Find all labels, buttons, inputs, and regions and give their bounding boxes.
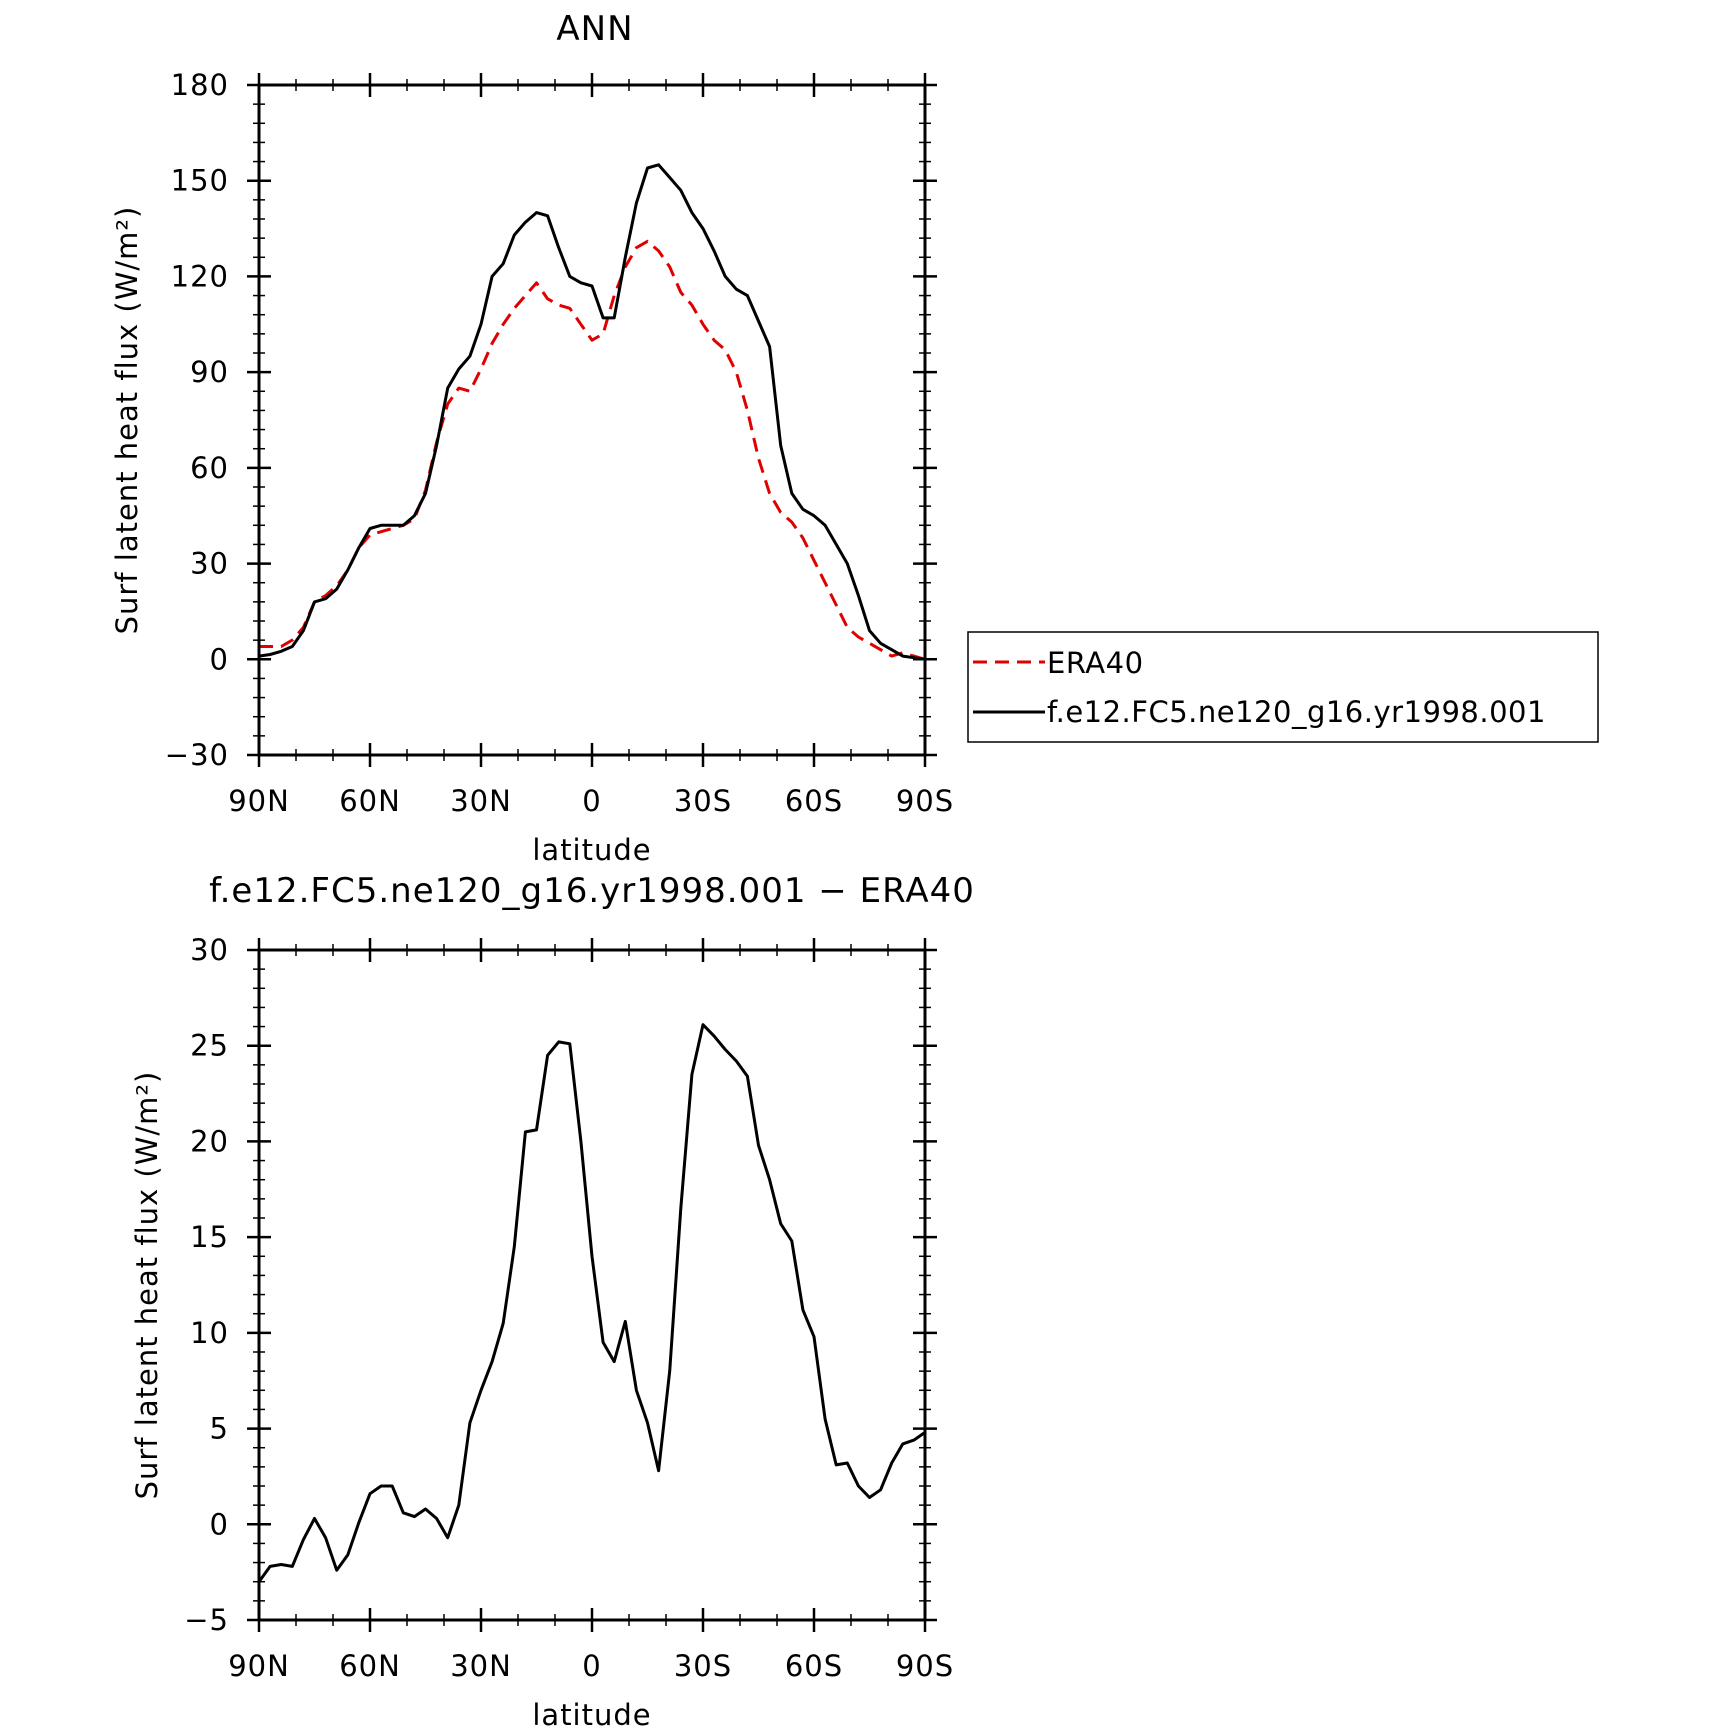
legend-label-model: f.e12.FC5.ne120_g16.yr1998.001 xyxy=(1047,695,1546,729)
bottom-y-tick-label: −5 xyxy=(184,1603,229,1637)
top-y-tick-label: 60 xyxy=(190,451,229,485)
top-x-tick-label: 90N xyxy=(228,784,290,818)
top-x-tick-label: 30N xyxy=(450,784,512,818)
top-y-tick-label: 30 xyxy=(190,547,229,581)
top-x-tick-label: 60S xyxy=(785,784,843,818)
top-x-tick-label: 0 xyxy=(582,784,601,818)
bottom-x-tick-label: 90S xyxy=(896,1649,954,1683)
bottom-x-tick-label: 0 xyxy=(582,1649,601,1683)
top-x-axis-title: latitude xyxy=(532,833,651,867)
top-y-axis-title: Surf latent heat flux (W/m²) xyxy=(110,206,144,635)
top-series-line-era40 xyxy=(259,239,926,661)
top-panel: ANN 90N 60N 30N 0 30S 60S 90S −30 0 30 60 90 120 150… xyxy=(110,9,954,867)
top-plot-frame xyxy=(257,83,927,757)
bottom-y-tick-label: 20 xyxy=(190,1124,229,1158)
bottom-x-tick-label: 30N xyxy=(450,1649,512,1683)
bottom-x-tick-label: 30S xyxy=(674,1649,732,1683)
top-y-tick-label: 0 xyxy=(210,642,229,676)
bottom-y-tick-label: 30 xyxy=(190,933,229,967)
bottom-chart-title: f.e12.FC5.ne120_g16.yr1998.001 − ERA40 xyxy=(209,871,975,911)
bottom-series-line-difference xyxy=(257,1023,926,1583)
top-y-tick-label: 150 xyxy=(171,164,229,198)
top-chart-title: ANN xyxy=(556,9,633,49)
legend-label-era40: ERA40 xyxy=(1047,646,1144,680)
legend-box xyxy=(967,631,1599,743)
bottom-y-tick-label: 5 xyxy=(210,1412,229,1446)
top-y-tick-label: −30 xyxy=(165,738,229,772)
bottom-y-tick-label: 15 xyxy=(190,1220,229,1254)
bottom-x-tick-label: 60S xyxy=(785,1649,843,1683)
bottom-x-tick-label: 60N xyxy=(339,1649,401,1683)
bottom-y-tick-label: 25 xyxy=(190,1029,229,1063)
top-y-tick-label: 120 xyxy=(171,259,229,293)
bottom-panel: f.e12.FC5.ne120_g16.yr1998.001 − ERA40 9… xyxy=(130,871,975,1732)
top-x-tick-label: 90S xyxy=(896,784,954,818)
bottom-x-axis-title: latitude xyxy=(532,1698,651,1732)
bottom-y-tick-label: 0 xyxy=(210,1507,229,1541)
top-x-tick-label: 30S xyxy=(674,784,732,818)
bottom-y-axis-title: Surf latent heat flux (W/m²) xyxy=(130,1071,164,1500)
bottom-x-tick-label: 90N xyxy=(228,1649,290,1683)
bottom-y-tick-label: 10 xyxy=(190,1316,229,1350)
legend: ERA40 f.e12.FC5.ne120_g16.yr1998.001 xyxy=(967,631,1599,743)
top-series-line-model xyxy=(258,163,926,661)
top-y-tick-label: 180 xyxy=(171,68,229,102)
top-y-tick-label: 90 xyxy=(190,355,229,389)
top-x-tick-label: 60N xyxy=(339,784,401,818)
